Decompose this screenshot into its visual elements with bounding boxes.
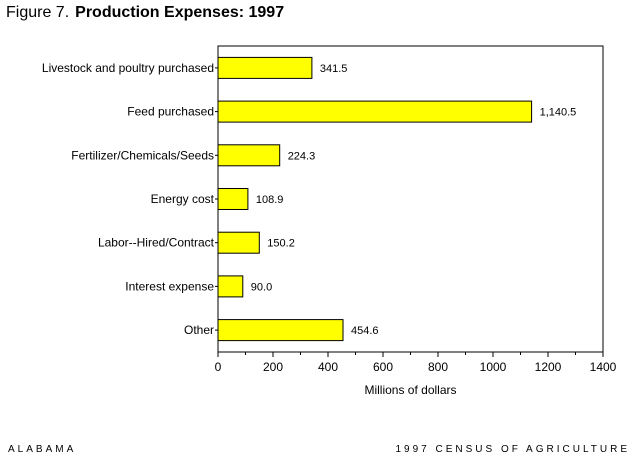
value-label: 1,140.5 [540, 107, 577, 119]
category-label: Fertilizer/Chemicals/Seeds [71, 148, 214, 162]
footer-census: 1997 CENSUS OF AGRICULTURE [395, 444, 630, 455]
category-label: Other [184, 323, 214, 337]
x-tick-label: 0 [215, 360, 222, 374]
figure-number: Figure 7. [6, 4, 70, 21]
footer-state: ALABAMA [8, 444, 77, 455]
category-label: Interest expense [125, 279, 214, 293]
x-tick-label: 400 [318, 360, 338, 374]
category-label: Energy cost [151, 192, 215, 206]
value-label: 90.0 [251, 281, 272, 293]
bar [217, 100, 533, 123]
category-label: Feed purchased [127, 105, 214, 119]
bar [217, 319, 344, 342]
category-label: Labor--Hired/Contract [98, 236, 215, 250]
value-label: 108.9 [256, 194, 284, 206]
x-tick-label: 200 [263, 360, 283, 374]
x-tick-label: 1200 [535, 360, 562, 374]
chart-title: Production Expenses: 1997 [75, 4, 285, 21]
bar [217, 275, 244, 298]
category-label: Livestock and poultry purchased [42, 61, 214, 75]
bar [217, 56, 313, 79]
value-label: 454.6 [351, 325, 379, 337]
x-tick-label: 1000 [480, 360, 507, 374]
bar [217, 188, 249, 210]
value-label: 341.5 [320, 63, 348, 75]
value-label: 224.3 [288, 150, 316, 162]
x-tick-label: 600 [373, 360, 393, 374]
bar [217, 231, 260, 254]
x-axis-label: Millions of dollars [364, 383, 456, 397]
x-tick-label: 800 [428, 360, 448, 374]
value-label: 150.2 [267, 238, 295, 250]
x-tick-label: 1400 [590, 360, 617, 374]
bar [217, 144, 281, 167]
figure-title: Figure 7. Production Expenses: 1997 [6, 4, 284, 22]
